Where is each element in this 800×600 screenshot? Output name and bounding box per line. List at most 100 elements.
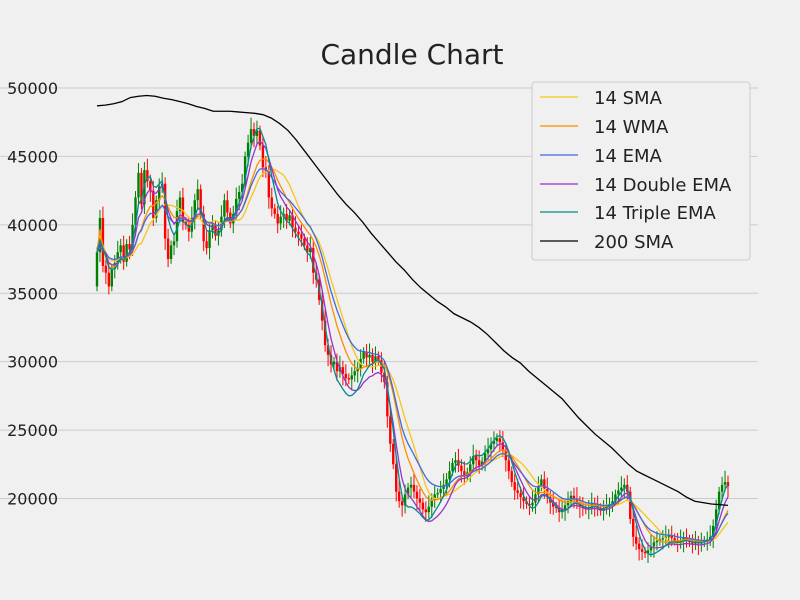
candle-body	[285, 213, 288, 221]
candle-body	[208, 230, 211, 249]
candle-body	[676, 540, 679, 543]
candle-body	[661, 538, 665, 540]
candle-body	[249, 129, 253, 143]
candle-body	[614, 494, 617, 502]
candle-body	[323, 320, 327, 346]
candle-body	[353, 371, 356, 376]
candle-body	[229, 212, 232, 224]
candle-body	[146, 170, 149, 182]
candle-body	[303, 238, 306, 246]
candle-body	[519, 493, 522, 498]
candle-body	[632, 519, 635, 537]
candle-body	[501, 442, 505, 451]
legend-label-dema14: 14 Double EMA	[594, 175, 732, 196]
candle-body	[507, 460, 510, 472]
candle-body	[273, 208, 276, 214]
candle-body	[389, 416, 392, 444]
y-tick-label: 45000	[7, 147, 58, 166]
legend-label-tema14: 14 Triple EMA	[594, 203, 717, 224]
legend-label-wma14: 14 WMA	[594, 117, 669, 138]
candle-body	[101, 217, 105, 266]
candle-body	[140, 172, 143, 205]
candle-body	[362, 352, 365, 359]
candle-body	[406, 487, 410, 495]
candle-body	[522, 497, 525, 502]
candle-body	[646, 550, 650, 554]
candle-body	[223, 200, 226, 217]
candle-body	[649, 546, 653, 551]
candle-body	[243, 156, 247, 184]
candle-body	[415, 491, 419, 499]
candle-body	[483, 453, 487, 462]
legend-label-sma200: 200 SMA	[594, 232, 674, 253]
candle-body	[386, 382, 389, 417]
candle-body	[368, 354, 371, 358]
y-tick-label: 25000	[7, 421, 58, 440]
candle-body	[474, 456, 478, 461]
candle-body	[95, 252, 99, 287]
candle-body	[643, 551, 647, 554]
candle-body	[670, 535, 673, 539]
candle-body	[534, 494, 537, 503]
candle-body	[691, 542, 694, 544]
candle-body	[270, 197, 273, 209]
candle-body	[149, 181, 152, 191]
y-tick-label: 50000	[7, 79, 58, 98]
candle-body	[397, 491, 401, 502]
candle-body	[537, 486, 540, 495]
candle-body	[486, 449, 490, 454]
candle-body	[125, 243, 128, 262]
y-tick-label: 40000	[7, 216, 58, 235]
candle-body	[279, 216, 282, 224]
candle-body	[463, 471, 466, 477]
candle-body	[119, 245, 122, 253]
candle-body	[400, 501, 404, 506]
candle-body	[637, 543, 641, 550]
candle-body	[312, 248, 315, 273]
candle-body	[178, 197, 182, 212]
candle-body	[196, 189, 199, 201]
candle-body	[107, 272, 111, 287]
candle-body	[694, 542, 697, 544]
legend-box	[531, 81, 751, 261]
indicator-lines	[96, 94, 729, 556]
candle-body	[187, 224, 191, 232]
candle-body	[332, 361, 336, 365]
candle-body	[395, 464, 398, 492]
y-tick-label: 35000	[7, 284, 58, 303]
candle-body	[380, 360, 383, 373]
candle-body	[634, 536, 638, 544]
candle-body	[246, 142, 250, 157]
candle-body	[166, 238, 170, 260]
candle-body	[309, 248, 312, 253]
candle-body	[664, 536, 667, 539]
candle-body	[430, 499, 433, 507]
candle-body	[436, 493, 439, 495]
tema14-line	[96, 127, 729, 556]
candle-body	[498, 438, 502, 443]
candle-body	[611, 501, 614, 504]
candle-body	[252, 129, 256, 136]
candle-body	[554, 506, 558, 509]
candle-body	[433, 494, 436, 500]
candle-body	[258, 130, 262, 146]
candle-body	[445, 479, 448, 485]
candle-body	[540, 479, 543, 487]
candle-body	[640, 549, 644, 552]
candle-body	[267, 171, 271, 198]
sma14-line	[96, 168, 729, 545]
legend-label-sma14: 14 SMA	[594, 88, 663, 109]
candle-body	[205, 241, 208, 249]
candle-body	[620, 487, 623, 491]
candle-body	[448, 471, 451, 480]
candle-body	[122, 245, 125, 262]
candle-body	[477, 460, 481, 466]
candle-body	[563, 505, 567, 510]
candle-body	[412, 484, 416, 492]
candle-body	[575, 498, 579, 503]
legend: 14 SMA 14 WMA 14 EMA 14 Double EMA 14 Tr…	[531, 81, 751, 261]
candle-body	[531, 502, 534, 506]
candle-body	[300, 234, 303, 239]
candle-body	[291, 215, 294, 228]
candle-body	[211, 224, 214, 231]
